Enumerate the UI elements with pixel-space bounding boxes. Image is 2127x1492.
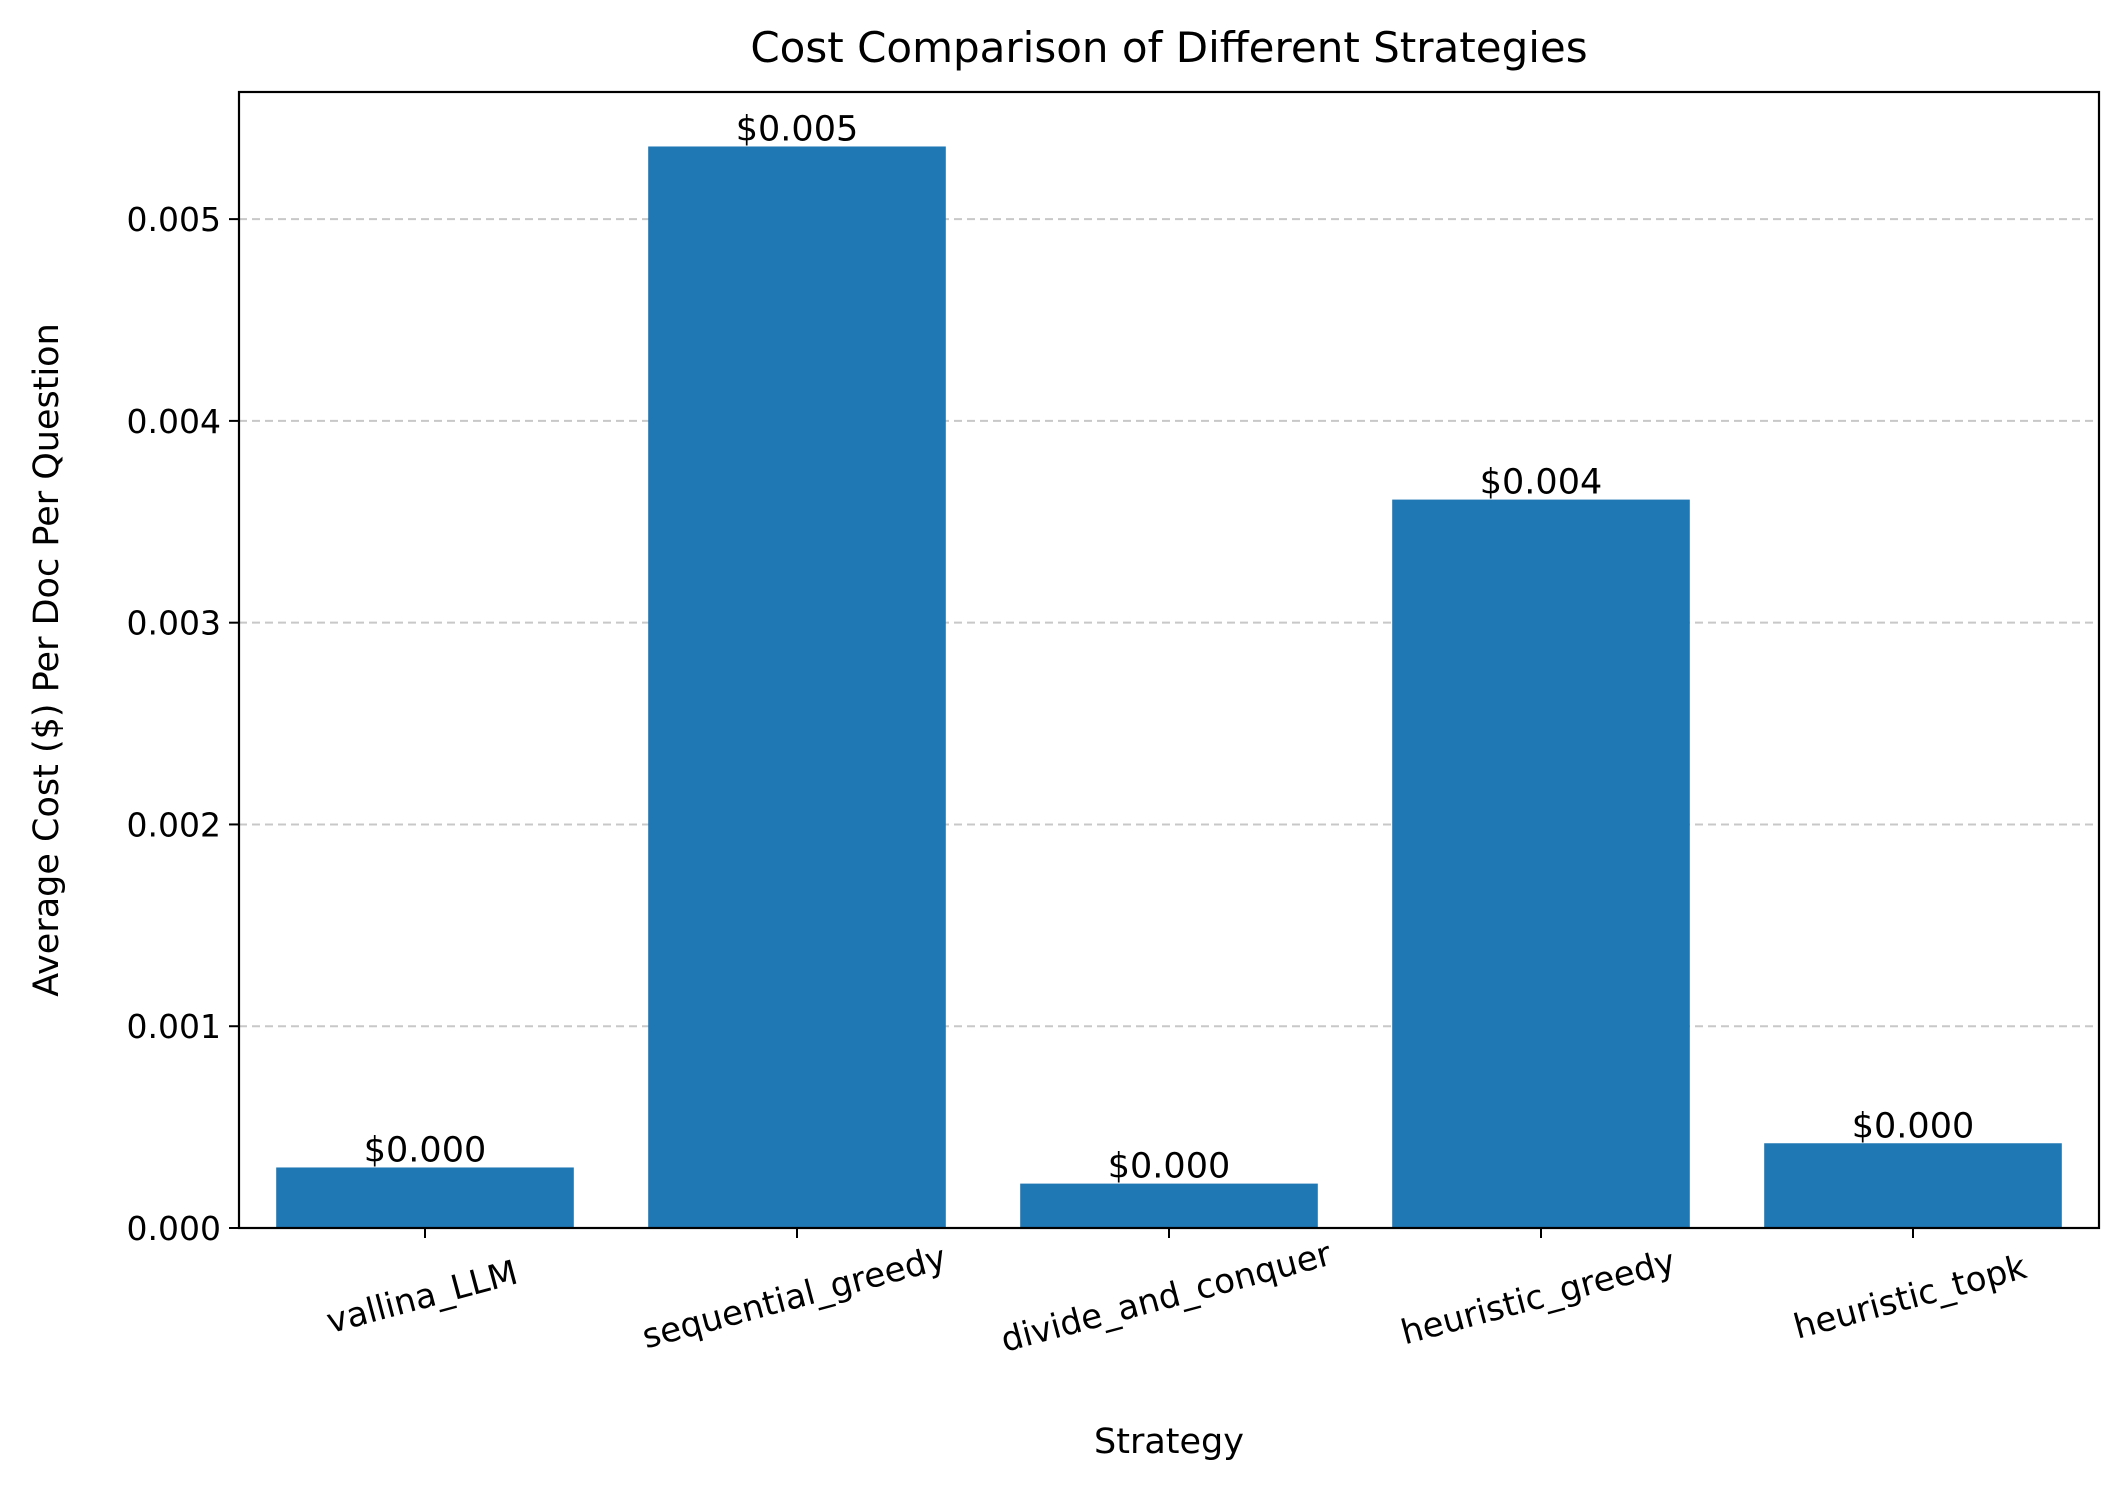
y-tick-label: 0.002 xyxy=(127,805,221,844)
x-axis-label: Strategy xyxy=(1094,1422,1244,1462)
bar-value-label: $0.004 xyxy=(1480,463,1602,503)
bar-value-label: $0.000 xyxy=(1108,1147,1230,1187)
bar xyxy=(1020,1183,1318,1228)
bar xyxy=(1764,1143,2062,1228)
y-tick-label: 0.001 xyxy=(127,1007,221,1046)
chart-title: Cost Comparison of Different Strategies xyxy=(750,23,1587,72)
bar-value-label: $0.000 xyxy=(1852,1106,1974,1146)
grid-lines xyxy=(239,218,2099,1028)
y-tick-label: 0.004 xyxy=(127,402,221,441)
y-axis: 0.000 0.001 0.002 0.003 0.004 0.005 xyxy=(127,200,239,1248)
y-tick-label: 0.005 xyxy=(127,200,221,239)
bars xyxy=(276,146,2062,1229)
bar xyxy=(648,146,946,1228)
y-tick-label: 0.000 xyxy=(127,1209,221,1248)
bar xyxy=(276,1167,574,1228)
data-labels: $0.000 $0.005 $0.000 $0.004 $0.000 xyxy=(364,109,1974,1186)
y-axis-label: Average Cost ($) Per Doc Per Question xyxy=(27,323,67,997)
y-tick-label: 0.003 xyxy=(127,604,221,643)
bar xyxy=(1392,499,1690,1229)
bar-value-label: $0.005 xyxy=(736,109,858,149)
bar-value-label: $0.000 xyxy=(364,1130,486,1170)
